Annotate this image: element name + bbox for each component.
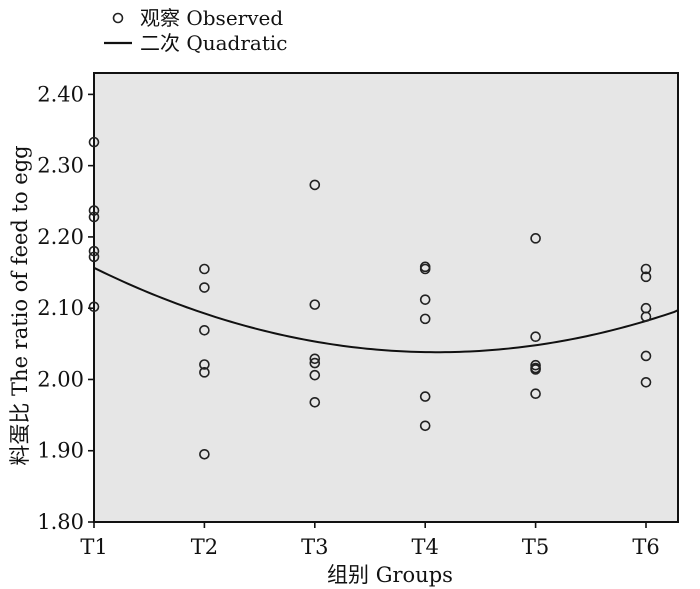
observed-point <box>419 420 431 432</box>
legend-entry: 观察 Observed <box>112 6 283 30</box>
observed-point <box>88 301 100 313</box>
observed-point <box>199 324 210 336</box>
observed-point <box>309 369 321 381</box>
y-tick-label: 2.40 <box>37 82 84 106</box>
y-tick-label: 1.90 <box>37 439 84 463</box>
observed-point <box>309 299 321 310</box>
x-tick-label: T4 <box>412 535 439 559</box>
observed-point <box>640 350 652 362</box>
observed-point <box>309 353 321 365</box>
observed-point <box>419 313 431 325</box>
observed-point <box>640 271 652 283</box>
x-tick-label: T2 <box>191 535 218 559</box>
observed-point <box>88 205 100 216</box>
observed-point <box>530 364 541 375</box>
observed-point <box>309 179 321 191</box>
points-layer <box>88 136 652 460</box>
observed-point <box>530 388 541 400</box>
x-tick-label: T6 <box>632 535 659 559</box>
observed-point <box>199 367 210 378</box>
observed-point <box>88 211 100 223</box>
observed-point <box>88 136 100 148</box>
observed-point <box>640 377 652 388</box>
quadratic-fit-line <box>93 266 679 354</box>
y-tick-label: 2.00 <box>37 367 84 391</box>
x-tick-label: T5 <box>522 535 549 559</box>
observed-point <box>88 251 100 263</box>
legend-marker-circle <box>112 12 124 24</box>
observed-point <box>309 357 321 369</box>
observed-point <box>640 311 652 323</box>
x-tick-label: T3 <box>301 535 328 559</box>
observed-point <box>88 245 100 257</box>
legend-label: 二次 Quadratic <box>140 31 287 55</box>
observed-point <box>530 331 541 343</box>
axes: 1.80 1.90 2.00 2.10 2.20 2.30 2.40 T1 T2 T3 T4 T5 T6 <box>37 82 659 559</box>
x-tick-label: T1 <box>80 535 107 559</box>
y-axis-title: 料蛋比 The ratio of feed to egg <box>8 145 32 465</box>
observed-point <box>199 282 210 293</box>
observed-point <box>199 448 210 460</box>
y-tick-label: 2.10 <box>37 296 84 320</box>
legend-label: 观察 Observed <box>140 6 283 30</box>
observed-point <box>640 263 652 275</box>
x-axis-title: 组别 Groups <box>327 563 453 587</box>
observed-point <box>309 396 321 408</box>
observed-point <box>419 263 431 275</box>
fit-curve-layer <box>93 266 679 354</box>
observed-point <box>530 359 541 371</box>
observed-point <box>530 233 541 244</box>
y-tick-label: 2.20 <box>37 225 84 249</box>
legend-entry: 二次 Quadratic <box>104 31 287 55</box>
y-tick-label: 2.30 <box>37 154 84 178</box>
observed-point <box>199 359 210 370</box>
observed-point <box>199 263 210 275</box>
plot-area <box>93 72 679 523</box>
observed-point <box>419 294 431 305</box>
y-tick-label: 1.80 <box>37 510 84 534</box>
observed-point <box>419 391 431 402</box>
